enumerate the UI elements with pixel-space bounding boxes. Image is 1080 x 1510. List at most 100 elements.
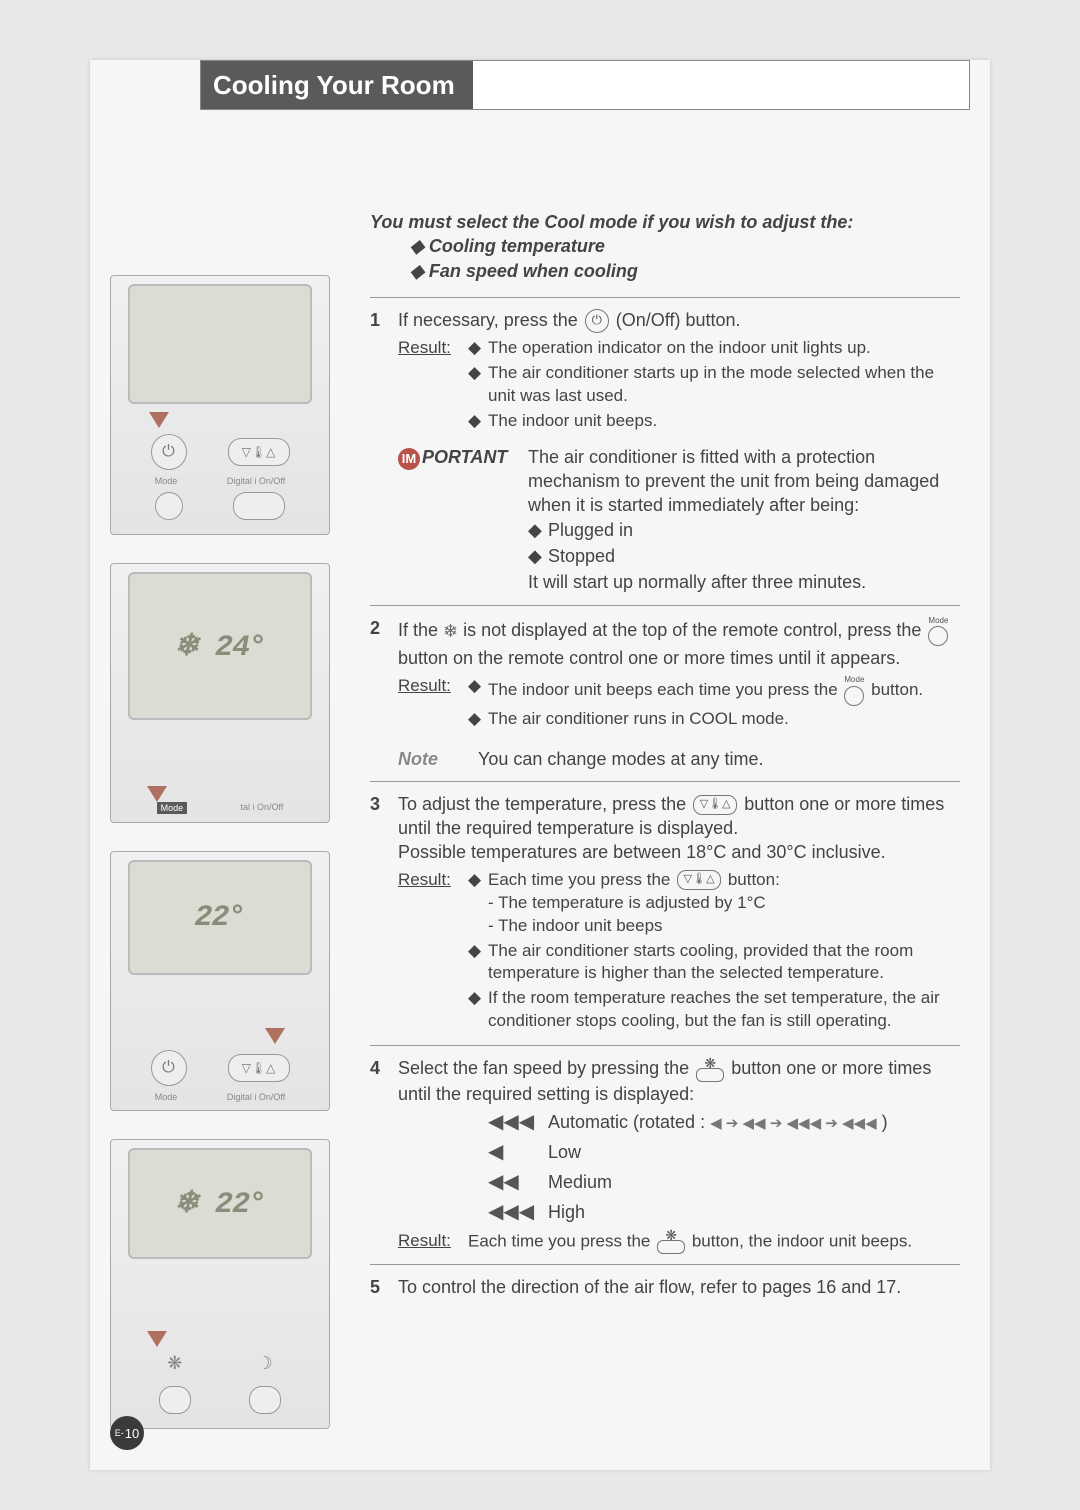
step-text: (On/Off) button. [616,310,741,330]
step-5: 5 To control the direction of the air fl… [370,1275,960,1299]
intro-text: You must select the Cool mode if you wis… [370,210,960,283]
note-text: You can change modes at any time. [478,747,764,771]
result-item: button, the indoor unit beeps. [692,1231,912,1250]
onoff-label: Digital i On/Off [227,476,285,486]
power-icon: ⏻ [151,434,187,470]
mode-label: Mode [155,476,178,486]
step-body: Select the fan speed by pressing the ❋ b… [398,1056,960,1254]
remote-image-1: ⏻ ▽🌡△ Mode Digital i On/Off [110,275,330,535]
fan-option: ◀◀◀ High [488,1199,960,1226]
step-1: 1 If necessary, press the ⏻ (On/Off) but… [370,308,960,595]
fan-speed-med-icon: ◀◀ [488,1169,548,1196]
mode-button-icon: Mode [928,616,948,647]
remote-image-3: 22° ⏻ ▽🌡△ Mode Digital i On/Off [110,851,330,1111]
intro-line: You must select the Cool mode if you wis… [370,210,960,234]
step-text: Select the fan speed by pressing the [398,1058,694,1078]
onoff-label: Digital i On/Off [227,1092,285,1102]
step-number: 5 [370,1275,398,1299]
remote-buttons: ⏻ ▽🌡△ [130,428,310,476]
remote-image-4: ❄ 22° ❋ ☽ [110,1139,330,1429]
intro-bullet: ◆ Cooling temperature [370,234,960,258]
fan-speed-high-icon: ◀◀◀ [488,1199,548,1226]
fan-label: Low [548,1140,581,1164]
power-icon: ⏻ [151,1050,187,1086]
step-text: To adjust the temperature, press the [398,794,691,814]
step-number: 3 [370,792,398,1035]
result-block: Result: ◆ Each time you press the ▽🌡△ bu… [398,869,960,1036]
step-text: If necessary, press the [398,310,583,330]
diamond-icon: ◆ [468,362,488,408]
important-block: IMPORTANT The air conditioner is fitted … [398,445,960,595]
diamond-icon: ◆ [468,708,488,731]
step-text: If the [398,620,443,640]
result-item: Each time you press the ▽🌡△ button: - Th… [488,869,780,938]
result-item: The operation indicator on the indoor un… [488,337,871,360]
diamond-icon: ◆ [468,675,488,706]
fan-label: Automatic (rotated : [548,1112,710,1132]
separator [370,781,960,782]
mode-button-icon [155,492,183,520]
temp-pill-icon: ▽🌡△ [228,1054,290,1082]
result-label: Result: [398,675,468,733]
pointer-icon [147,1331,167,1347]
diamond-icon: ◆ [468,869,488,938]
fan-option: ◀◀ Medium [488,1169,960,1196]
important-label: IMPORTANT [398,445,528,595]
step-text: Possible temperatures are between 18°C a… [398,840,960,864]
pointer-icon [147,786,167,802]
step-number: 1 [370,308,398,595]
temp-pill-icon: ▽🌡△ [228,438,290,466]
temp-button-icon: ▽🌡△ [677,870,721,890]
step-text: button on the remote control one or more… [398,648,900,668]
fan-icon: ❋ [167,1353,182,1374]
title-bar: Cooling Your Room [200,60,970,110]
diamond-icon: ◆ [468,940,488,986]
onoff-button-icon [233,492,285,520]
fan-label: High [548,1200,585,1224]
step-4: 4 Select the fan speed by pressing the ❋… [370,1056,960,1254]
step-text: To control the direction of the air flow… [398,1275,960,1299]
result-label: Result: [398,337,468,435]
pointer-icon [149,412,169,428]
diamond-icon: ◆ [468,410,488,433]
result-block: Result: ◆The operation indicator on the … [398,337,960,435]
result-item: The air conditioner starts cooling, prov… [488,940,960,986]
page-number: E-10 [110,1416,144,1450]
fan-option: ◀ Low [488,1139,960,1166]
result-label: Result: [398,1230,468,1254]
diamond-icon: ◆ [528,518,548,542]
rotation-sequence: ◀ ➔ ◀◀ ➔ ◀◀◀ ➔ ◀◀◀ [710,1115,877,1132]
remote-lcd: ❄ 22° [128,1148,312,1259]
important-item: Plugged in [548,518,633,542]
step-body: If necessary, press the ⏻ (On/Off) butto… [398,308,960,595]
step-body: If the ❄ is not displayed at the top of … [398,616,960,771]
step-2: 2 If the ❄ is not displayed at the top o… [370,616,960,771]
intro-bullet: ◆ Fan speed when cooling [370,259,960,283]
manual-page: Cooling Your Room ⏻ ▽🌡△ Mode Digital i O… [0,0,1080,1510]
step-body: To adjust the temperature, press the ▽🌡△… [398,792,960,1035]
result-item: The indoor unit beeps each time you pres… [488,675,923,706]
fan-speed-auto-icon: ◀◀◀ [488,1109,548,1136]
power-icon: ⏻ [585,309,609,333]
separator [370,605,960,606]
result-item: The indoor unit beeps. [488,410,657,433]
fan-button-icon: ❋ [657,1230,685,1254]
note-label: Note [398,747,478,771]
snowflake-icon: ❄ [443,619,458,643]
fan-button-icon: ❋ [696,1058,724,1082]
fan-label: Medium [548,1170,612,1194]
important-item: Stopped [548,544,615,568]
diamond-icon: ◆ [468,987,488,1033]
important-text: The air conditioner is fitted with a pro… [528,445,960,518]
remote-lcd: 22° [128,860,312,975]
diamond-icon: ◆ [528,544,548,568]
remote-lcd [128,284,312,404]
remote-illustrations: ⏻ ▽🌡△ Mode Digital i On/Off ❄ 24° [110,275,330,1457]
mode-label: Mode [155,1092,178,1102]
fan-speed-low-icon: ◀ [488,1139,548,1166]
mode-button-icon: Mode [844,675,864,706]
remote-labels: Mode Digital i On/Off [130,476,310,486]
result-block: Result: Each time you press the ❋ button… [398,1230,960,1254]
page-inner: Cooling Your Room ⏻ ▽🌡△ Mode Digital i O… [90,60,990,1470]
onoff-label: tal i On/Off [240,802,283,814]
